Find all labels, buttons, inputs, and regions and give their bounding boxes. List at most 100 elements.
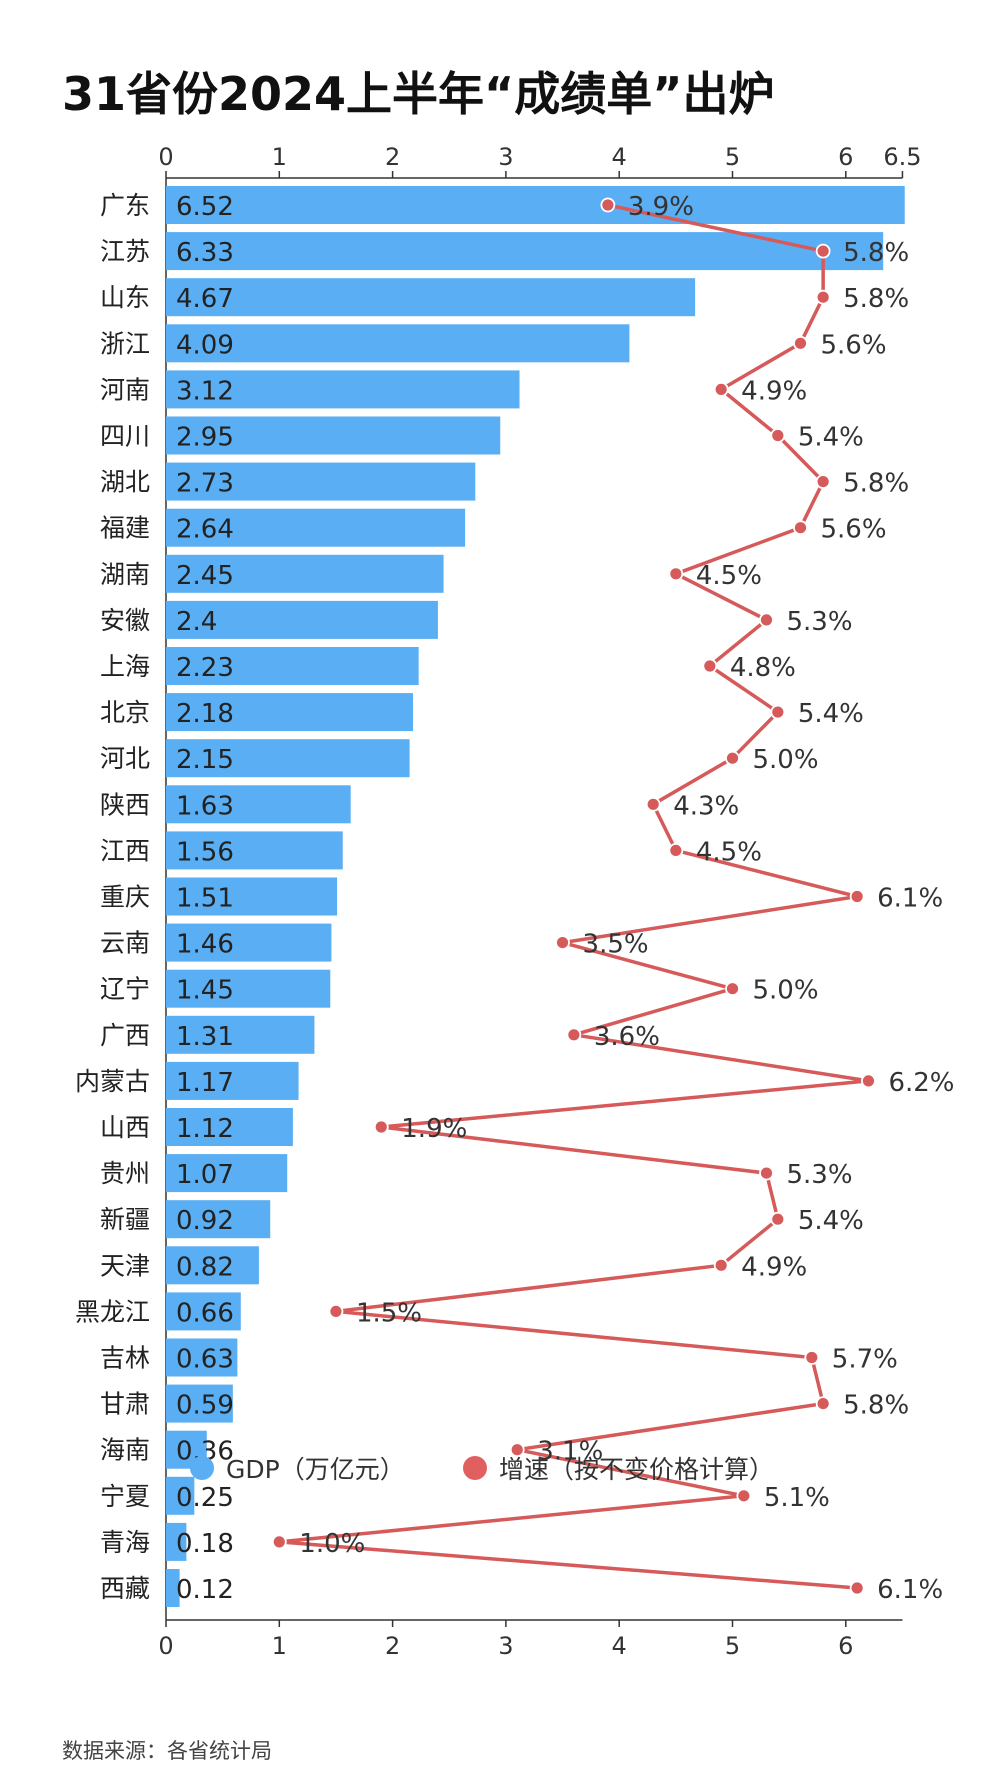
category-label: 甘肃 [100, 1390, 150, 1419]
source-note: 数据来源：各省统计局 [62, 1739, 272, 1763]
category-label: 青海 [100, 1528, 150, 1557]
bar-value-label: 2.4 [176, 607, 217, 637]
growth-value-label: 5.4% [798, 423, 864, 453]
bar [166, 969, 331, 1008]
bar [166, 1569, 180, 1607]
growth-point [645, 796, 661, 812]
legend-label-gdp: GDP（万亿元） [226, 1455, 405, 1484]
bar-value-label: 1.63 [176, 791, 234, 821]
category-label: 四川 [100, 422, 150, 451]
growth-point [668, 566, 684, 582]
bar [166, 554, 444, 593]
growth-value-label: 4.3% [673, 791, 739, 821]
category-label: 云南 [100, 929, 150, 958]
bar-value-label: 1.45 [176, 976, 234, 1006]
growth-value-label: 3.1% [537, 1437, 603, 1467]
bar [166, 1200, 271, 1239]
growth-point [849, 889, 865, 904]
growth-value-label: 6.2% [888, 1068, 954, 1098]
category-label: 海南 [100, 1436, 150, 1465]
bar [166, 462, 476, 501]
top-axis-tick-label: 2 [385, 143, 400, 171]
bottom-axis-tick-label: 2 [385, 1632, 400, 1660]
growth-value-label: 4.8% [730, 653, 796, 683]
top-axis-tick-label: 4 [612, 143, 627, 171]
bar [166, 370, 520, 409]
bar-value-label: 2.45 [176, 561, 234, 591]
category-label: 广西 [100, 1021, 150, 1050]
bar [166, 1061, 299, 1100]
category-label: 西藏 [100, 1574, 150, 1603]
bar [166, 1246, 259, 1285]
growth-point [668, 843, 684, 858]
bar [166, 1154, 288, 1193]
growth-value-label: 5.3% [786, 1160, 852, 1190]
bar [166, 1384, 233, 1423]
legend-swatch-gdp [190, 1456, 214, 1480]
category-label: 河南 [100, 375, 150, 404]
growth-point [770, 704, 786, 720]
growth-value-label: 5.1% [764, 1483, 830, 1513]
bar [166, 1476, 195, 1515]
bar [166, 278, 696, 317]
growth-point [849, 1580, 865, 1596]
bar-value-label: 4.67 [176, 284, 234, 314]
growth-value-label: 5.8% [843, 469, 909, 499]
category-label: 山东 [100, 283, 150, 312]
growth-value-label: 3.6% [594, 1022, 660, 1052]
top-axis-tick-label: 3 [498, 143, 513, 171]
bar-value-label: 3.12 [176, 376, 234, 406]
legend-label-growth: 增速（按不变价格计算） [499, 1455, 775, 1484]
bar [166, 739, 410, 778]
bar-value-label: 1.12 [176, 1114, 234, 1144]
bar [166, 416, 501, 455]
bar-value-label: 1.07 [176, 1160, 234, 1190]
growth-point [702, 658, 718, 674]
bar-value-label: 0.12 [176, 1575, 234, 1605]
category-label: 广东 [100, 191, 150, 220]
category-label: 山西 [100, 1113, 150, 1142]
growth-value-label: 5.8% [843, 1391, 909, 1421]
bottom-axis-tick-label: 5 [725, 1632, 740, 1660]
bar-value-label: 1.17 [176, 1068, 234, 1098]
growth-value-label: 1.9% [401, 1114, 467, 1144]
growth-point [759, 612, 774, 628]
bar-value-label: 0.59 [176, 1391, 234, 1421]
category-label: 吉林 [100, 1344, 150, 1373]
bottom-axis-tick-label: 0 [158, 1632, 173, 1660]
growth-line [277, 203, 871, 1590]
bar-value-label: 0.66 [176, 1298, 234, 1328]
growth-point [509, 1442, 525, 1458]
growth-value-label: 4.5% [696, 837, 762, 867]
growth-value-label: 5.0% [753, 745, 819, 775]
bar [166, 186, 905, 224]
bar-value-label: 1.31 [176, 1022, 234, 1052]
bar [166, 1108, 293, 1146]
growth-point [713, 1257, 729, 1273]
bar-value-label: 2.15 [176, 745, 234, 775]
growth-point [555, 935, 570, 950]
category-label: 安徽 [100, 606, 150, 635]
bar-value-label: 6.52 [176, 192, 234, 222]
bar-value-label: 0.92 [176, 1206, 234, 1236]
bar-value-label: 2.95 [176, 423, 234, 453]
growth-value-label: 4.9% [741, 1252, 807, 1282]
growth-value-label: 6.1% [877, 1575, 943, 1605]
bar [166, 1015, 315, 1054]
growth-value-label: 5.7% [832, 1345, 898, 1375]
category-label: 天津 [100, 1251, 150, 1280]
category-label: 贵州 [100, 1159, 150, 1188]
bar [166, 877, 338, 916]
growth-point [861, 1073, 876, 1089]
category-label: 浙江 [100, 329, 150, 358]
bottom-axis-tick-label: 4 [612, 1632, 627, 1660]
category-label: 北京 [100, 698, 150, 727]
growth-point [815, 474, 831, 490]
top-axis-tick-label: 6.5 [883, 143, 921, 171]
growth-value-label: 5.8% [843, 284, 909, 314]
top-axis-tick-label: 6 [838, 143, 853, 171]
growth-point [815, 289, 831, 305]
category-label: 江西 [100, 836, 150, 865]
growth-value-label: 3.5% [583, 930, 649, 960]
bar [166, 831, 343, 870]
